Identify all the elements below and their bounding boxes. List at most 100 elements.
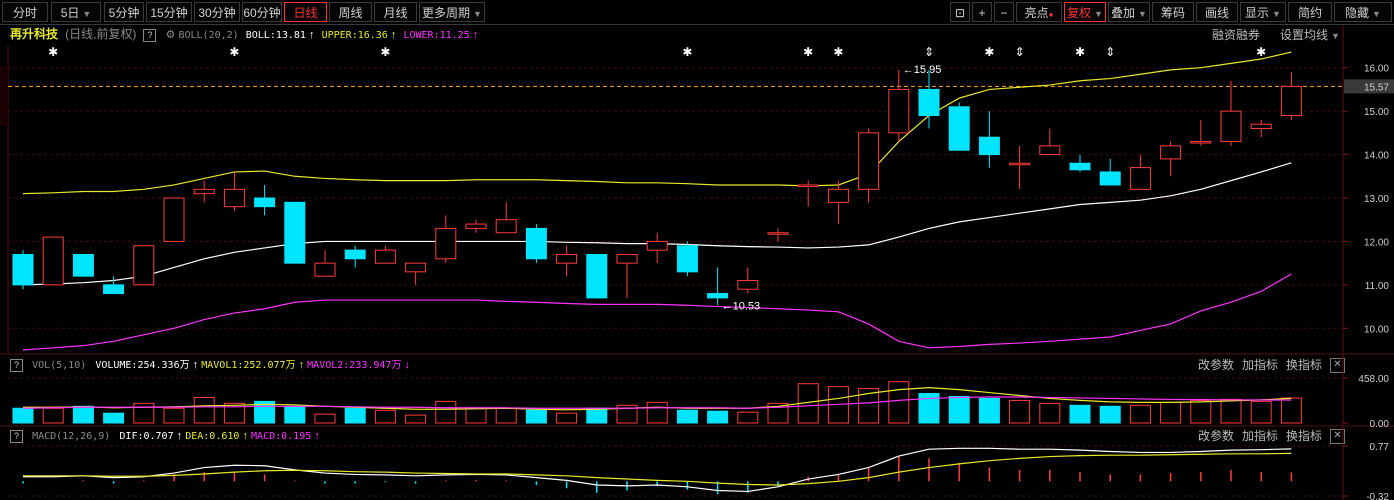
left-scroll-handle[interactable]: [0, 66, 8, 126]
tab-daily[interactable]: 日线: [284, 2, 327, 22]
add-indicator-button[interactable]: 加指标: [1242, 358, 1279, 372]
volume-bar: [465, 407, 487, 424]
tab-monthly[interactable]: 月线: [374, 2, 417, 22]
candle-body: [1069, 162, 1091, 171]
zoom-in-button[interactable]: +: [972, 2, 992, 22]
candle-body: [888, 88, 910, 134]
candle-body: [223, 188, 245, 208]
fuquan-dropdown[interactable]: 复权 ▼: [1064, 2, 1106, 22]
margin-trading-link[interactable]: 融资融券: [1212, 28, 1261, 42]
volume-bar: [1220, 398, 1242, 424]
arrow-down-icon: ↓: [404, 359, 411, 371]
tab-label: 30分钟: [198, 6, 236, 20]
price-axis: 16.00 15.00 14.00 13.00 12.00 11.00 10.00 15.57: [8, 64, 1394, 335]
star-icon: ⇕: [1105, 45, 1115, 59]
current-price-badge: [1344, 79, 1394, 94]
chips-button[interactable]: 筹码: [1152, 2, 1194, 22]
tab-label: 周线: [338, 6, 363, 20]
star-icon: ✱: [229, 45, 239, 59]
volume-bar: [72, 405, 94, 424]
candle-body: [676, 245, 698, 273]
boll-value: BOLL:13.81: [245, 30, 306, 41]
close-icon[interactable]: ✕: [1330, 358, 1345, 373]
macd-histogram: [22, 456, 1293, 495]
ma-settings-dropdown[interactable]: 设置均线 ▼: [1280, 28, 1340, 42]
tab-30min[interactable]: 30分钟: [194, 2, 240, 22]
display-dropdown[interactable]: 显示 ▼: [1240, 2, 1286, 22]
candle-body: [193, 188, 215, 195]
low-price-marker: ←10.53: [722, 300, 761, 312]
price-tick-label: 10.00: [1364, 324, 1389, 335]
volume-bar: [405, 414, 427, 424]
star-icon: ✱: [803, 45, 813, 59]
close-icon[interactable]: ✕: [1330, 429, 1345, 444]
draw-line-button[interactable]: 画线: [1196, 2, 1238, 22]
tab-fenshi[interactable]: 分时: [2, 2, 48, 22]
tab-weekly[interactable]: 周线: [329, 2, 372, 22]
macd-tick-label: -0.32: [1366, 492, 1389, 500]
chevron-down-icon: ▼: [473, 9, 482, 19]
indicator-name: BOLL(20,2): [178, 30, 239, 41]
volume-bar: [42, 407, 64, 424]
highlight-button[interactable]: 亮点●: [1016, 2, 1062, 22]
overlay-dropdown[interactable]: 叠加 ▼: [1108, 2, 1150, 22]
candle-body: [254, 197, 276, 208]
volume-bar: [1129, 404, 1151, 424]
chevron-down-icon: ▼: [1094, 9, 1103, 19]
mavol2-value: MAVOL2:233.947万: [307, 360, 402, 371]
lock-button[interactable]: ⊡: [950, 2, 970, 22]
button-label: 显示: [1245, 6, 1270, 20]
switch-indicator-button[interactable]: 换指标: [1286, 358, 1323, 372]
more-periods-dropdown[interactable]: 更多周期 ▼: [419, 2, 485, 22]
dif-line: [23, 447, 1292, 493]
volume-bar: [314, 413, 336, 424]
price-tick-label: 14.00: [1364, 151, 1389, 162]
tab-5day[interactable]: 5日 ▼: [51, 2, 101, 22]
tab-5min[interactable]: 5分钟: [104, 2, 144, 22]
help-icon[interactable]: ?: [10, 359, 23, 372]
star-icon: ✱: [1075, 45, 1085, 59]
upper-value: UPPER:16.36: [321, 30, 388, 41]
button-label: 隐藏: [1345, 6, 1370, 20]
volume-bar: [797, 383, 819, 424]
candle-body: [465, 223, 487, 229]
help-icon[interactable]: ?: [143, 29, 157, 42]
arrow-up-icon: ↑: [242, 430, 248, 442]
candle-body: [42, 236, 64, 286]
arrow-up-icon: ↑: [176, 430, 183, 442]
volume-bar: [707, 410, 729, 424]
volume-tick-label: 0.00: [1370, 419, 1390, 430]
tab-label: 日线: [293, 6, 318, 20]
edit-params-button[interactable]: 改参数: [1198, 358, 1235, 372]
tab-15min[interactable]: 15分钟: [146, 2, 192, 22]
simple-mode-button[interactable]: 简约: [1288, 2, 1332, 22]
mavol2-line: [22, 396, 1292, 409]
button-label: 筹码: [1160, 6, 1185, 20]
lower-band-line: [22, 273, 1292, 351]
candle-body: [737, 280, 759, 290]
volume-bar: [223, 402, 245, 424]
add-indicator-button[interactable]: 加指标: [1242, 429, 1279, 443]
candle-body: [858, 132, 880, 190]
period-note: (日线,前复权): [65, 27, 137, 41]
volume-bars: [12, 381, 1302, 424]
volume-bar: [435, 400, 457, 424]
button-label: 画线: [1204, 6, 1229, 20]
settings-icon[interactable]: ⚙: [165, 29, 176, 41]
edit-params-button[interactable]: 改参数: [1198, 429, 1235, 443]
candle-body: [797, 184, 819, 187]
candle-body: [948, 106, 970, 151]
volume-tick-label: 458.00: [1358, 374, 1389, 385]
chevron-down-icon: ▼: [1272, 9, 1281, 19]
zoom-out-button[interactable]: −: [994, 2, 1014, 22]
switch-indicator-button[interactable]: 换指标: [1286, 429, 1323, 443]
dea-line: [23, 452, 1292, 486]
hide-dropdown[interactable]: 隐藏 ▼: [1334, 2, 1392, 22]
tab-60min[interactable]: 60分钟: [242, 2, 282, 22]
price-tick-label: 15.00: [1364, 107, 1389, 118]
help-icon[interactable]: ?: [10, 430, 23, 443]
tab-label: 更多周期: [422, 6, 471, 20]
candle-body: [405, 262, 427, 273]
chevron-down-icon: ▼: [1331, 31, 1340, 41]
